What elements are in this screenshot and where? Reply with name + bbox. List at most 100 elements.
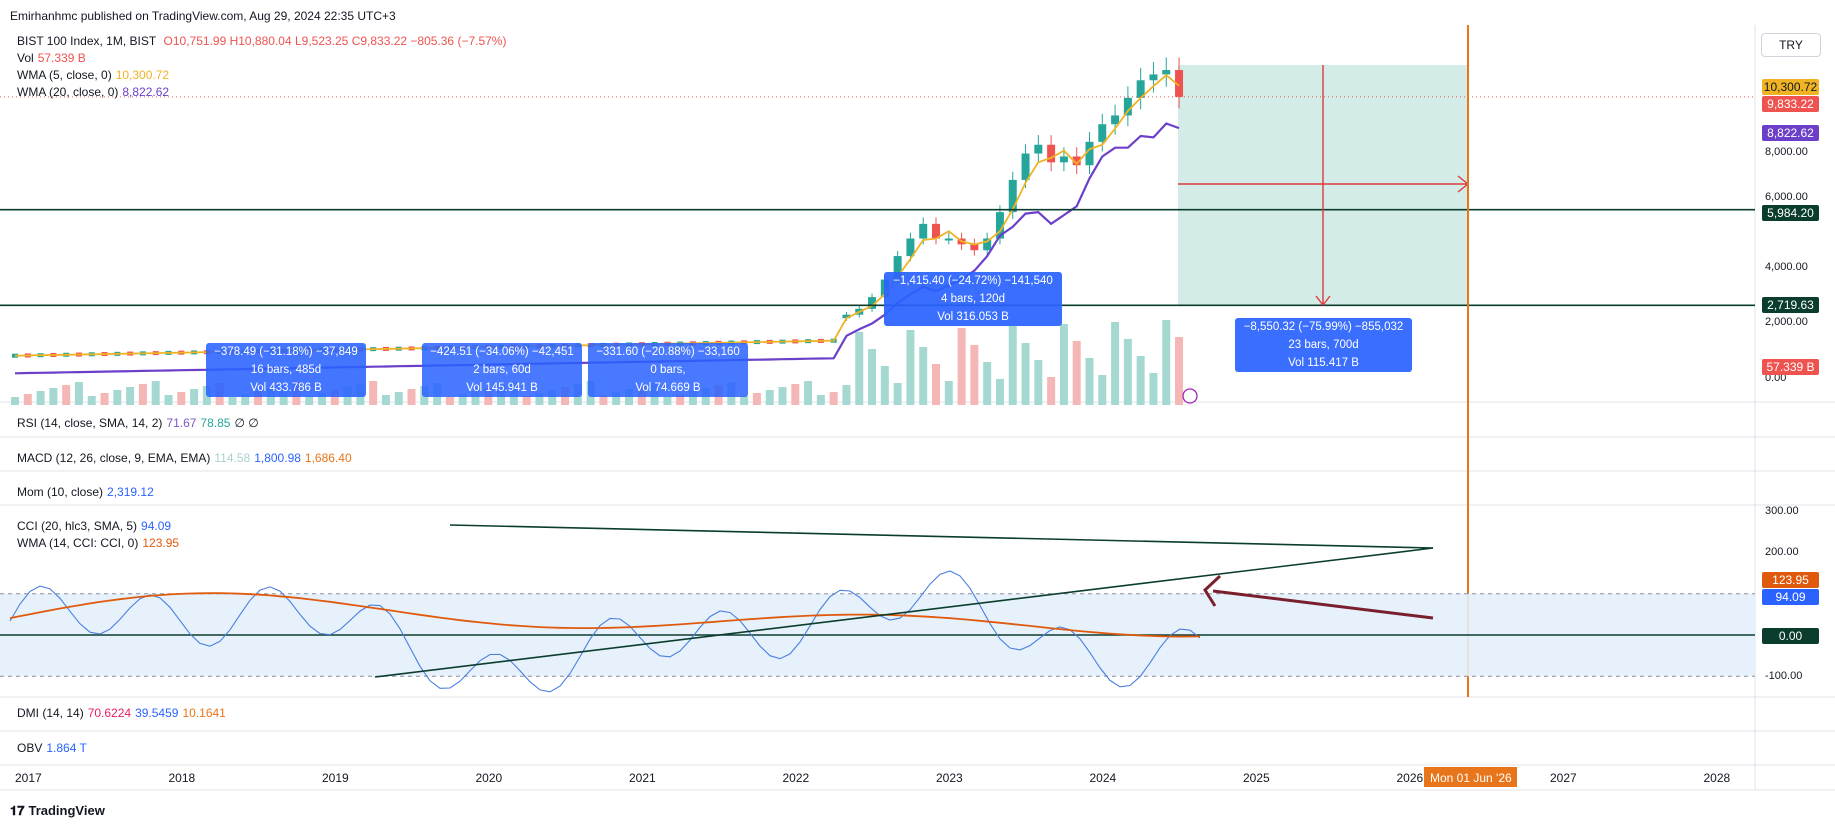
time-axis-tick: 2020 [476,771,503,785]
volume-bar [599,395,608,405]
volume-bar [330,390,339,405]
candle [1059,156,1068,163]
dmi-minus-value: 39.5459 [135,706,179,720]
tradingview-logo[interactable]: 𝟏𝟕 TradingView [10,803,105,819]
time-axis-tick: 2022 [783,771,810,785]
volume-bar [23,394,32,405]
legend-cci: CCI (20, hlc3, SMA, 5) 94.09 [17,519,175,533]
macd-value: 1,800.98 [254,451,301,465]
volume-bar [458,394,467,405]
measure-box-4-bars: 4 bars, 120d [941,293,1005,305]
volume-bar [151,381,160,405]
volume-bar [87,396,96,405]
volume-bar [1123,339,1132,405]
volume-bar [932,364,940,405]
volume-bar [842,385,851,405]
candle [1085,141,1094,166]
measure-box-3-change: −331.60 (−20.88%) −33,160 [596,346,740,358]
volume-bar [791,384,800,405]
volume-bar [1098,375,1107,405]
volume-bar [126,387,135,405]
candle [1136,80,1145,98]
volume-bar [62,385,71,405]
arrow-shaft [1212,589,1434,620]
cci-axis-tick: -100.00 [1765,670,1802,682]
measure-box-4-volume: Vol 316.053 B [937,311,1009,323]
obv-value: 1.864 T [46,741,87,755]
measure-box-3-volume: Vol 74.669 B [635,382,701,394]
measure-box-4-change: −1,415.40 (−24.72%) −141,540 [893,275,1053,287]
alert-flash-icon [1182,388,1198,404]
macd-hist-value: 114.58 [214,451,251,465]
volume-bar [855,332,864,405]
volume-bar [1111,322,1120,405]
wma20-name: WMA (20, close, 0) [17,85,119,99]
legend-cci-ma: WMA (14, CCI: CCI, 0) 123.95 [17,536,183,550]
volume-bar [868,349,877,405]
cursor-date-badge [1424,767,1517,787]
volume-bar [676,394,685,405]
price-label-wma20: 8,822.62 [1762,125,1819,141]
volume-bar [36,391,45,405]
measure-box-3[interactable]: −331.60 (−20.88%) −33,160 0 bars, Vol 74… [588,343,748,397]
cci-value: 94.09 [141,519,172,533]
volume-bar [612,392,621,405]
cci-line [9,570,1201,693]
measure-box-3-bars: 0 bars, [650,364,686,376]
cci-axis-tick: 300.00 [1765,505,1799,517]
volume-bar [957,328,966,405]
legend-rsi: RSI (14, close, SMA, 14, 2) 71.67 78.85 ∅ ∅ [17,416,263,430]
candle [1098,124,1107,142]
volume-bar [190,389,199,405]
dmi-plus-value: 70.6224 [87,706,132,720]
volume-bar [1072,341,1081,405]
candle [1111,115,1120,125]
volume-bar [1008,326,1017,405]
currency-selector[interactable]: TRY [1761,33,1821,57]
measure-box-2[interactable]: −424.51 (−34.06%) −42,451 2 bars, 60d Vo… [422,343,582,397]
measure-box-5[interactable]: −8,550.32 (−75.99%) −855,032 23 bars, 70… [1235,318,1412,372]
volume-bar [1034,360,1043,405]
mom-value: 2,319.12 [107,485,154,499]
publisher-line: Emirhanhmc published on TradingView.com,… [10,9,396,23]
rsi-bands-value: ∅ ∅ [234,416,259,430]
measure-box-5-change: −8,550.32 (−75.99%) −855,032 [1243,321,1404,333]
price-label-close: 9,833.22 [1762,96,1819,112]
volume-bar [535,393,544,405]
volume-bar [318,393,326,405]
volume-bar [548,390,557,405]
tradingview-mark-icon: 𝟏𝟕 [10,803,25,818]
candle [1175,70,1184,97]
volume-bar [228,397,237,405]
volume-bar [522,396,531,405]
volume-bar [471,391,480,405]
legend-obv: OBV 1.864 T [17,741,91,755]
time-axis-tick: 2017 [15,771,42,785]
cci-ma-name: WMA (14, CCI: CCI, 0) [17,536,139,550]
obv-name: OBV [17,741,43,755]
price-axis-tick: 0.00 [1765,372,1786,384]
candle [970,244,979,251]
volume-bar [995,379,1004,405]
volume-bar [177,392,186,405]
legend-wma20: WMA (20, close, 0) 8,822.62 [17,85,173,99]
candle [1047,144,1056,163]
trendline-lower [374,547,1434,678]
time-axis-tick: 2018 [169,771,196,785]
volume-bar [829,392,838,405]
rsi-name: RSI (14, close, SMA, 14, 2) [17,416,163,430]
price-label-cci-ma: 123.95 [1762,572,1819,588]
measure-box-1[interactable]: −378.49 (−31.18%) −37,849 16 bars, 485d … [206,343,366,397]
volume-bar [394,392,403,405]
cursor-date-label: Mon 01 Jun '26 [1430,771,1512,785]
candle [1123,97,1132,116]
dmi-adx-value: 10.1641 [182,706,226,720]
volume-bar [625,389,633,405]
measure-box-4[interactable]: −1,415.40 (−24.72%) −141,540 4 bars, 120… [884,272,1062,326]
volume-bar [164,395,173,405]
volume-bar [752,393,761,405]
volume-bar [816,395,825,405]
candle [995,212,1004,239]
